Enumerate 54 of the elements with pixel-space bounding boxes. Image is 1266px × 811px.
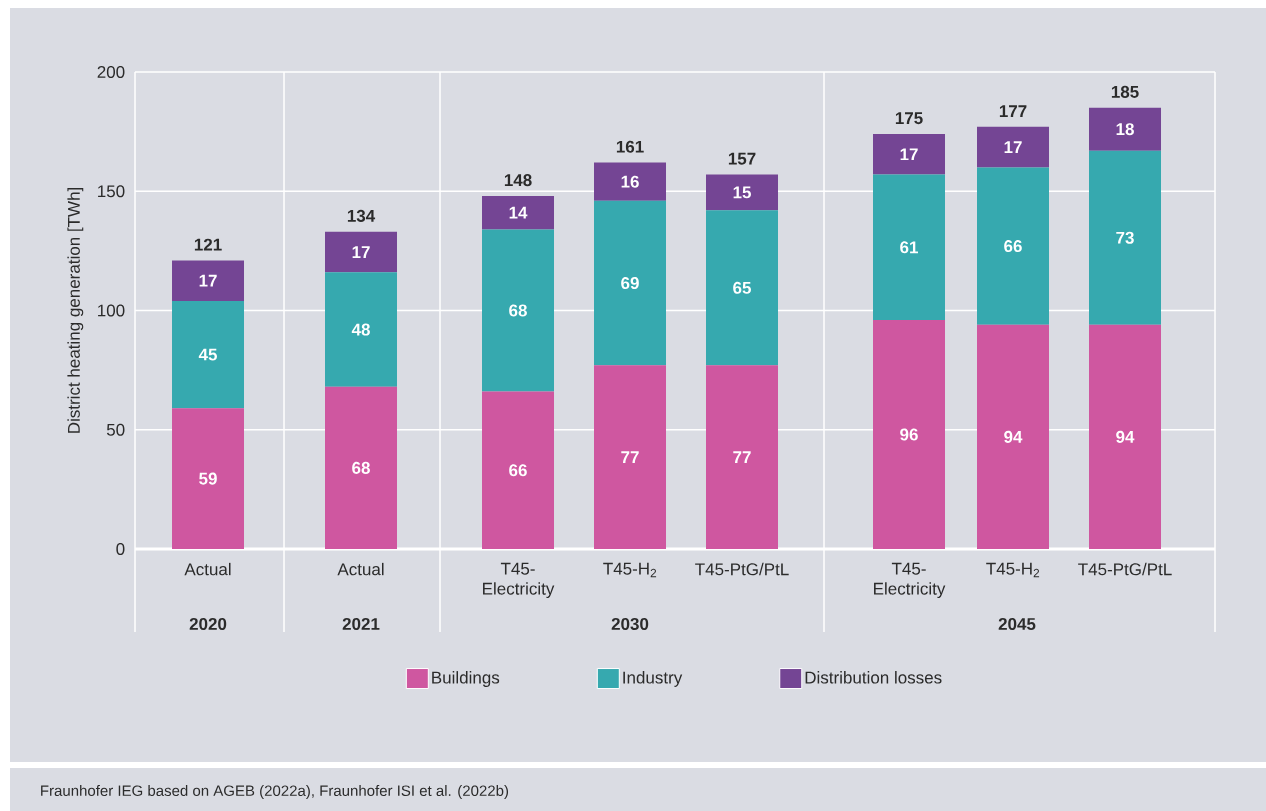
data-label: 17 xyxy=(352,246,370,258)
data-label: 61 xyxy=(900,241,918,254)
total-label: 177 xyxy=(999,105,1027,117)
legend-label: Industry xyxy=(623,671,683,687)
legend-label: Buildings xyxy=(432,671,500,687)
data-label: 68 xyxy=(352,461,370,474)
legend-label: Distribution losses xyxy=(805,671,942,684)
data-label: 66 xyxy=(509,464,527,477)
total-label: 121 xyxy=(194,238,222,251)
y-tick-label: 50 xyxy=(106,423,125,436)
x-tick-label: T45-H$_{2}$ xyxy=(603,562,657,578)
x-tick-label: Actual xyxy=(337,562,384,576)
x-tick-label: T45-H$_{2}$ xyxy=(986,562,1040,578)
text: 2030 xyxy=(611,617,649,631)
x-tick-label: T45-PtG/PtL xyxy=(1078,562,1172,576)
data-label: 15 xyxy=(733,186,751,199)
data-label: 68 xyxy=(509,304,527,317)
text: Fraunhofer IEG based on AGEB (2022a), Fraunhofer ISI et al. (2022b) xyxy=(41,784,509,799)
y-tick-label: 150 xyxy=(98,185,125,198)
text: 2020 xyxy=(189,617,227,631)
data-label: 14 xyxy=(509,206,528,219)
y-tick-label: 200 xyxy=(97,65,125,79)
data-label: 73 xyxy=(1116,231,1134,244)
data-label: 77 xyxy=(621,451,639,464)
text: 2045 xyxy=(998,617,1036,631)
data-label: 17 xyxy=(900,148,918,161)
x-tick-label: T45-PtG/PtL xyxy=(695,562,789,576)
x-tick-label: T45-Electricity xyxy=(874,562,946,599)
data-label: 17 xyxy=(1004,141,1022,153)
total-label: 134 xyxy=(347,209,376,222)
data-label: 69 xyxy=(621,277,639,290)
data-label: 48 xyxy=(351,323,370,336)
data-label: 94 xyxy=(1116,430,1135,443)
total-label: 185 xyxy=(1111,85,1139,98)
total-label: 161 xyxy=(616,140,644,153)
data-label: 96 xyxy=(900,428,918,441)
total-label: 175 xyxy=(895,112,923,125)
y-tick-label: 0 xyxy=(116,542,125,556)
x-tick-label: Actual xyxy=(184,562,231,576)
data-label: 65 xyxy=(733,281,751,294)
y-axis-title: District heating generation [TWh] xyxy=(67,187,84,433)
data-label: 66 xyxy=(1004,240,1022,253)
data-label: 59 xyxy=(199,472,217,485)
data-label: 18 xyxy=(1116,123,1134,136)
data-label: 94 xyxy=(1004,430,1023,443)
data-label: 77 xyxy=(733,451,751,464)
x-tick-label: T45-Electricity xyxy=(483,562,555,599)
y-tick-label: 100 xyxy=(98,304,125,317)
data-label: 45 xyxy=(198,348,217,361)
data-label: 16 xyxy=(621,175,639,188)
data-label: 17 xyxy=(199,274,217,287)
total-label: 157 xyxy=(728,152,756,165)
text: 2021 xyxy=(342,617,380,631)
total-label: 148 xyxy=(504,174,532,187)
